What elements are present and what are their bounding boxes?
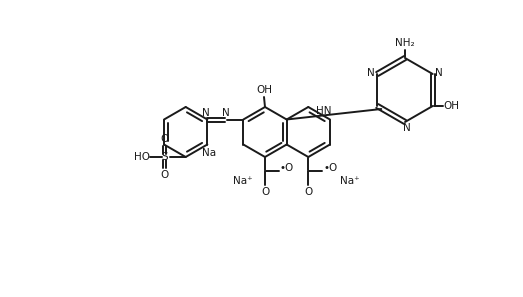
Text: Na: Na (202, 148, 217, 159)
Text: OH: OH (444, 101, 460, 111)
Text: Na⁺: Na⁺ (233, 176, 253, 186)
Text: HO: HO (134, 152, 150, 162)
Text: O: O (261, 187, 269, 197)
Text: O: O (304, 187, 312, 197)
Text: N: N (435, 68, 442, 78)
Text: •O: •O (280, 163, 294, 173)
Text: O: O (160, 170, 168, 180)
Text: N: N (403, 123, 411, 133)
Text: Na⁺: Na⁺ (340, 176, 360, 186)
Text: O: O (160, 134, 168, 144)
Text: OH: OH (256, 85, 272, 95)
Text: N: N (202, 108, 210, 118)
Text: HN: HN (316, 106, 332, 116)
Text: NH₂: NH₂ (395, 38, 415, 48)
Text: N: N (222, 108, 230, 118)
Text: N: N (368, 68, 375, 78)
Text: S: S (162, 152, 168, 162)
Text: •O: •O (323, 163, 337, 173)
